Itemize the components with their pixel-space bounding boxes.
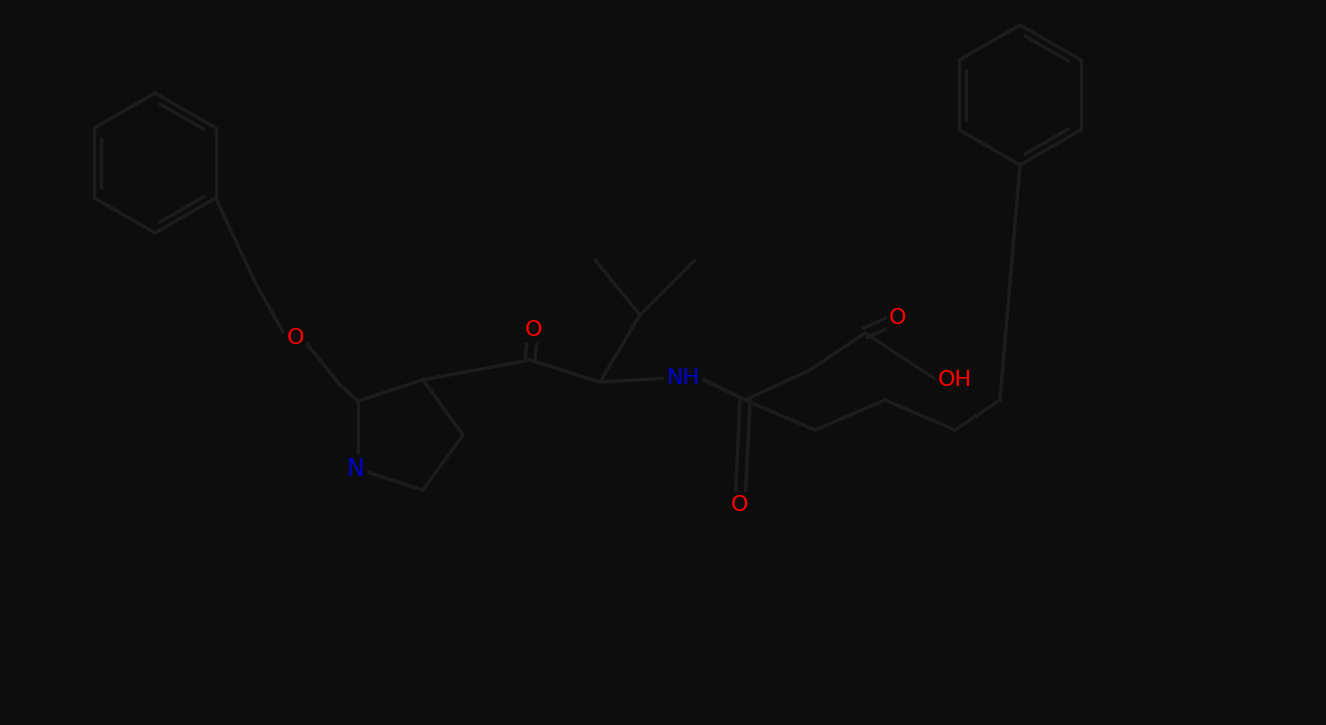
Text: N: N [346,457,363,481]
Text: OH: OH [937,370,972,390]
Text: NH: NH [667,368,700,388]
Text: O: O [890,308,907,328]
Text: O: O [524,320,542,340]
Text: O: O [286,328,304,348]
Text: O: O [731,495,749,515]
